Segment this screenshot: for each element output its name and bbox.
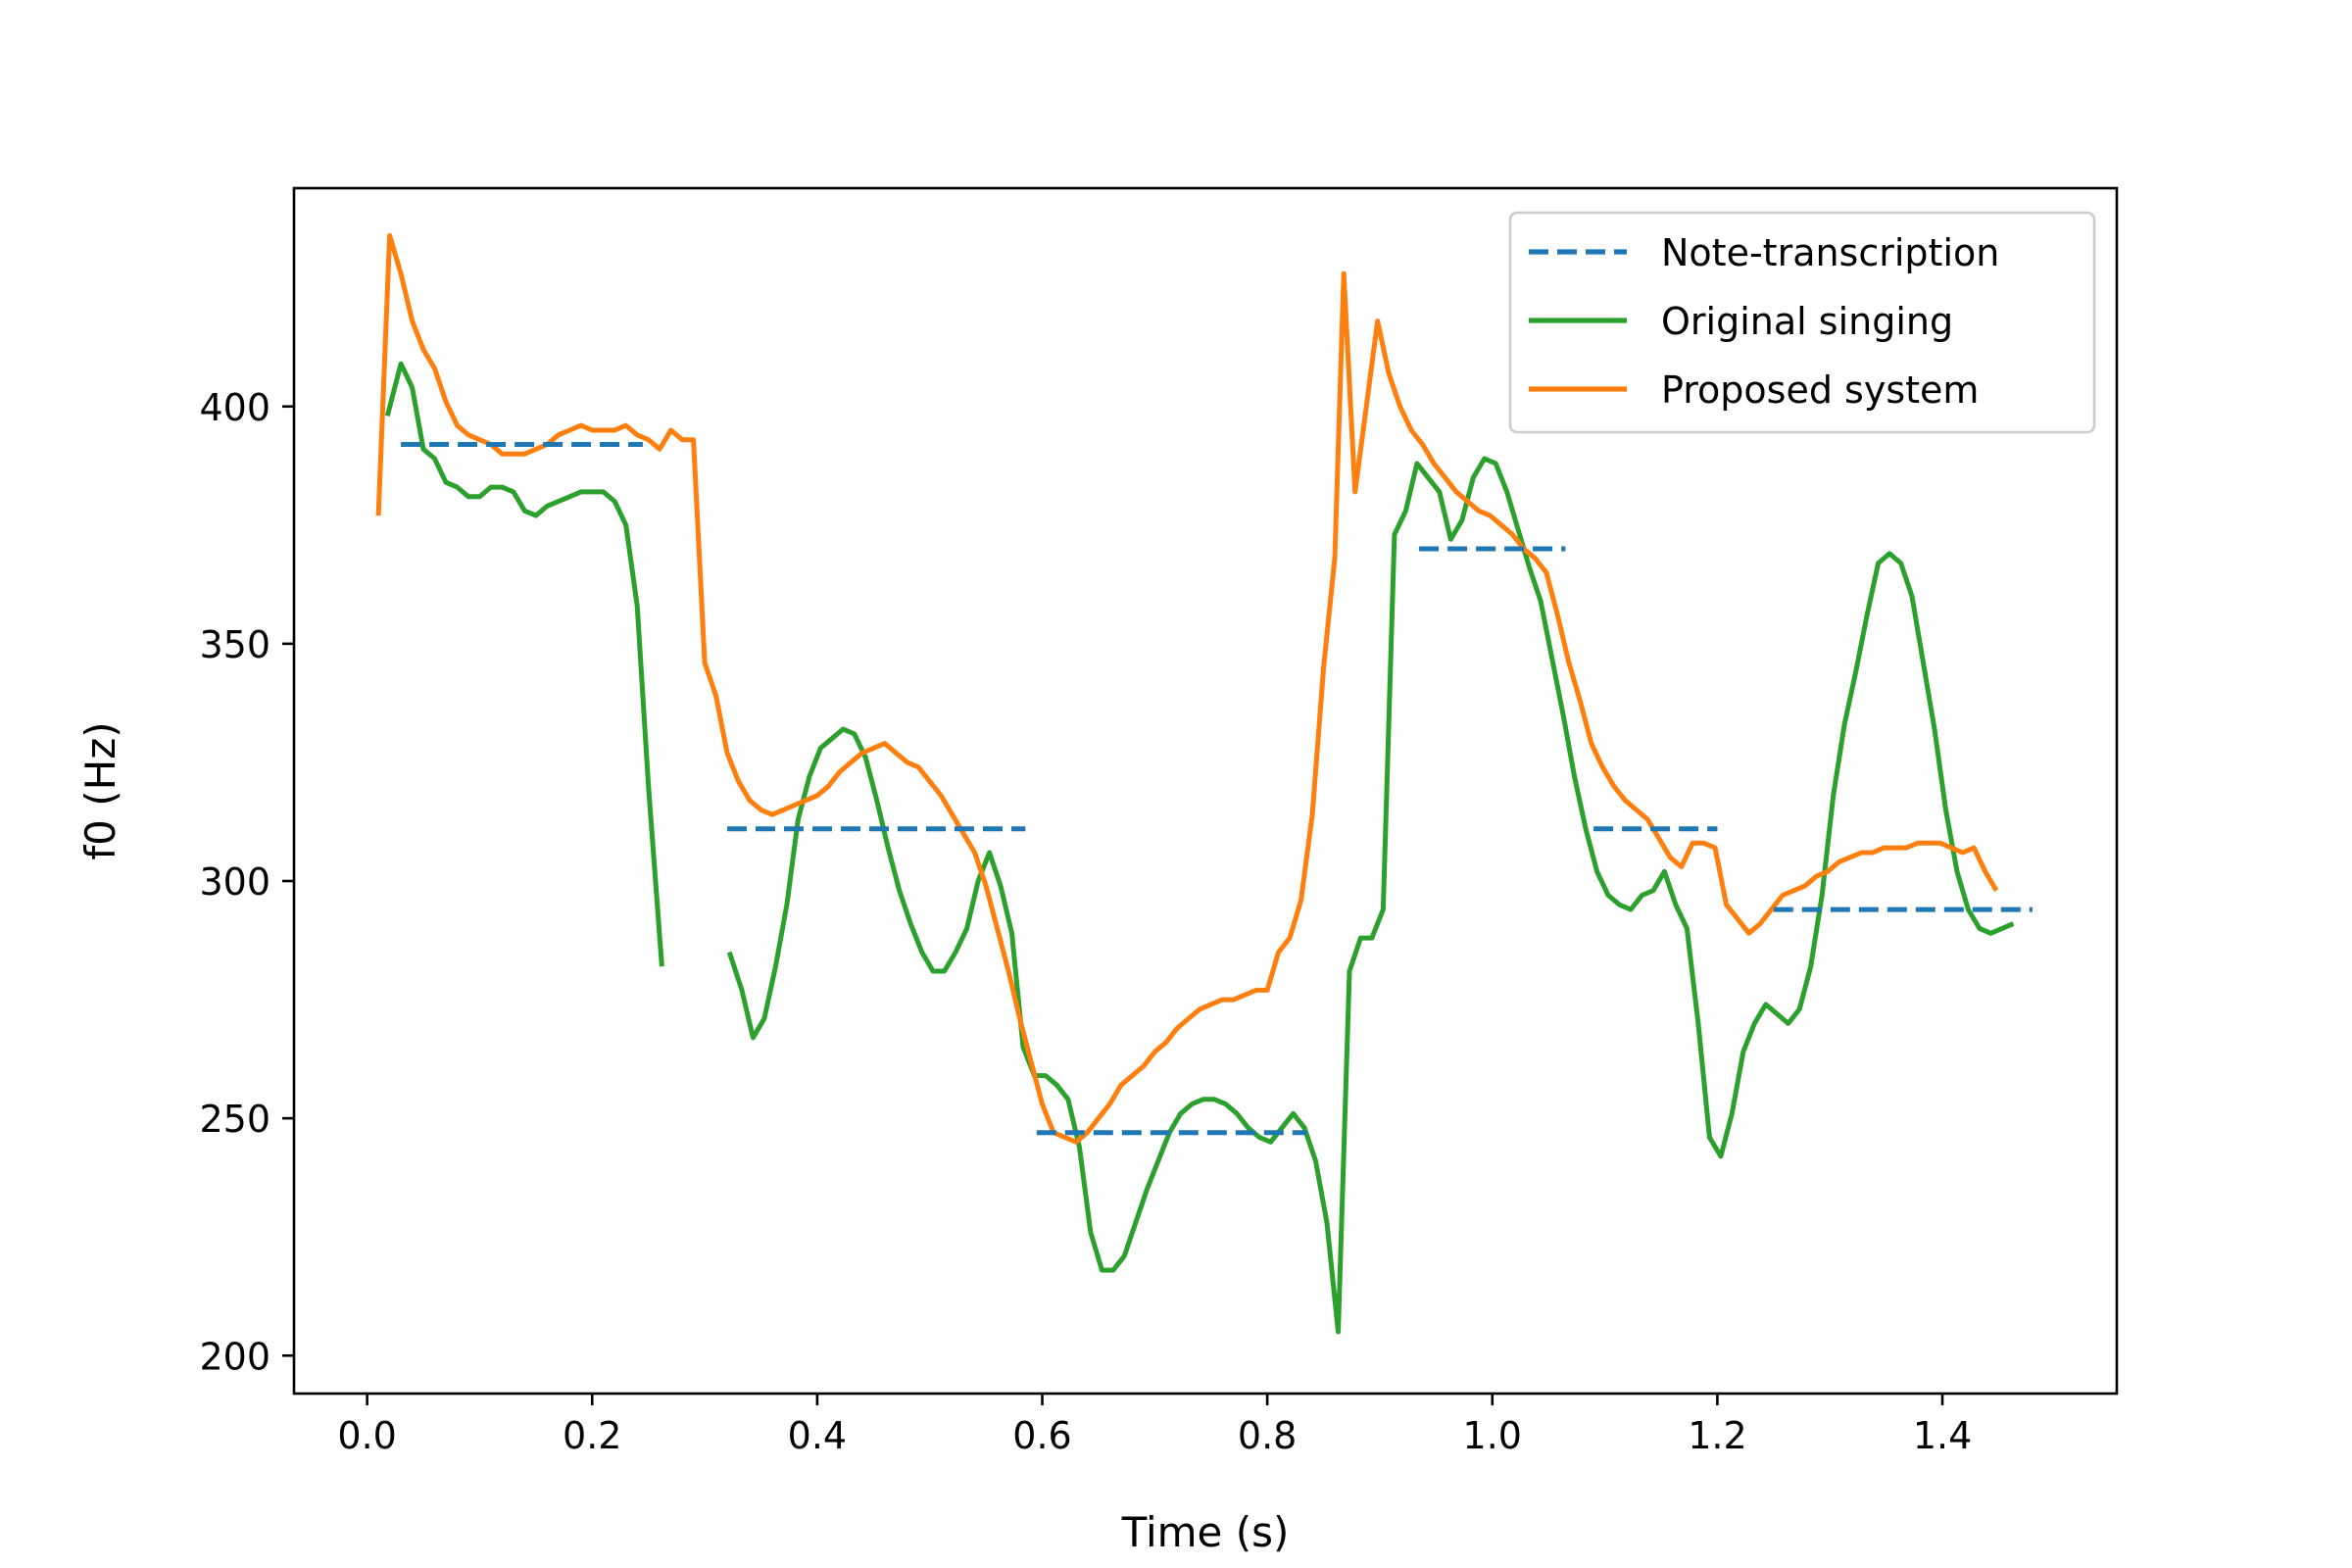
legend-frame — [1508, 211, 2096, 434]
proposed-system-line-segment-0 — [375, 232, 1999, 1145]
legend-label-proposed-system: Proposed system — [1661, 368, 1979, 412]
legend-label-original-singing: Original singing — [1661, 300, 1953, 343]
original-singing-line-segment-0 — [384, 361, 664, 967]
x-tick-label: 0.8 — [1238, 1414, 1297, 1457]
legend: Note-transcription Original singing Prop… — [1508, 211, 2096, 434]
x-tick-label: 1.2 — [1688, 1414, 1746, 1457]
x-tick-label: 0.2 — [563, 1414, 621, 1457]
x-axis: 0.0 0.2 0.4 0.6 0.8 1.0 1.2 1.4 — [337, 1394, 1972, 1457]
x-tick-label: 0.0 — [337, 1414, 396, 1457]
legend-label-note-transcription: Note-transcription — [1661, 231, 1999, 274]
y-tick-label: 350 — [199, 623, 270, 666]
plot-area-frame — [292, 186, 2119, 1396]
x-tick-label: 0.4 — [788, 1414, 847, 1457]
x-tick-label: 1.0 — [1463, 1414, 1522, 1457]
x-axis-label: Time (s) — [1121, 1508, 1290, 1556]
y-axis-label: f0 (Hz) — [76, 721, 124, 859]
series-layer — [375, 232, 2033, 1335]
y-axis: 200 250 300 350 400 — [199, 386, 294, 1378]
y-tick-label: 200 — [199, 1335, 270, 1378]
original-singing-line-segment-1 — [726, 456, 2015, 1335]
y-tick-label: 300 — [199, 860, 270, 904]
x-tick-label: 1.4 — [1913, 1414, 1972, 1457]
y-tick-label: 400 — [199, 386, 270, 429]
x-tick-label: 0.6 — [1012, 1414, 1071, 1457]
y-tick-label: 250 — [199, 1098, 270, 1141]
